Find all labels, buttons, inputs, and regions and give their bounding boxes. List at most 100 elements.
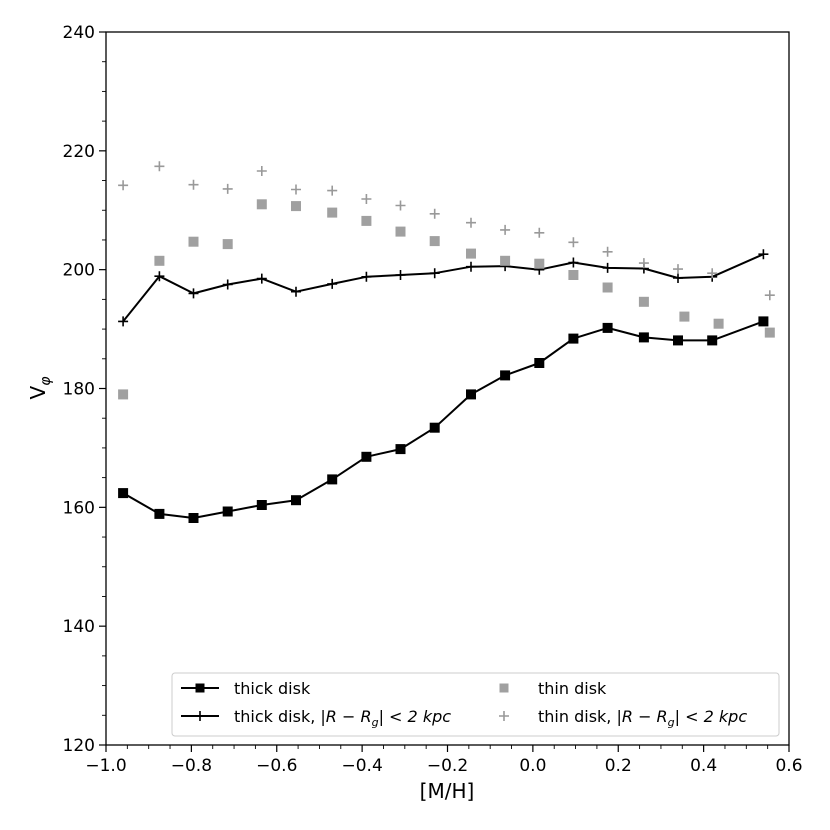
series-3-point [429,208,440,219]
series-1-point [327,278,338,289]
series-0-point [602,322,613,333]
legend-label-thin-disk-local-condition: |R − R [616,707,667,726]
legend-entry-thin-disk-local: thin disk, |R − Rg| < 2 kpc [499,707,747,729]
legend-entry-thin-disk: thin disk [499,679,607,698]
series-3-point [188,179,199,190]
legend-handle-thin-disk-local-marker [499,711,509,721]
legend-label-thin-disk: thin disk [538,679,607,698]
series-0-point [638,332,649,343]
series-0-point [568,333,579,344]
y-tick-label: 220 [63,142,95,162]
legend-label-thin-disk-local-condition-suffix: | < 2 kpc [675,707,748,726]
series-3-point [638,258,649,269]
series-0-point [222,506,233,517]
series-2-point [713,318,724,329]
legend-label-thick-disk-local: thick disk, |R − Rg| < 2 kpc [234,707,451,729]
series-1-point [466,261,476,272]
series-2-point [154,255,165,266]
x-tick-label: 0.4 [690,756,717,776]
series-1-point [222,279,233,290]
series-1-line [122,253,764,323]
x-tick-label: 0.6 [775,756,802,776]
y-axis-label-subscript: φ [38,376,54,386]
plot-area [118,161,775,523]
y-tick-label: 160 [63,498,95,518]
series-3-point [602,246,613,257]
series-1-point [188,288,199,299]
y-axis-label-main: V [26,385,50,399]
x-tick-label: −0.2 [427,756,468,776]
series-2-point [327,207,338,218]
series-3-point [118,180,129,191]
series-3-point [534,227,545,238]
series-3-point [291,184,301,195]
series-2-point [291,201,301,212]
legend-entry-thick-disk: thick disk [181,679,311,698]
series-2-point [118,389,129,400]
series-3-point [154,161,165,172]
series-3-point [764,290,775,301]
x-tick-label: −1.0 [85,756,126,776]
series-0-point [291,495,301,506]
series-2-point [764,327,775,338]
series-1-point [291,286,301,297]
x-tick-label: −0.8 [171,756,212,776]
series-2-point [679,311,690,322]
series-2-point [361,215,372,226]
series-3-point [256,166,267,176]
series-3-point [500,224,511,235]
series-3-point [395,200,406,211]
y-tick-label: 140 [63,617,95,637]
series-2-point [395,226,406,237]
series-3-point [568,237,579,248]
series-1-point [758,249,769,260]
series-2-point [602,282,613,293]
y-axis-label: Vφ [26,376,54,400]
legend-handle-thick-disk-local-marker [195,711,205,721]
series-0-point [758,316,769,327]
series-1-point [602,262,613,273]
series-1-point [395,270,406,280]
series-3-point [222,183,233,194]
series-2-point [568,270,579,280]
legend-label-thin-disk-local-condition-sub: g [668,716,675,729]
series-1-point [118,316,129,327]
plot-frame [105,31,790,746]
series-3-point [327,185,338,196]
legend-label-thin-disk-local-prefix: thin disk, [538,707,616,726]
series-0-line [122,320,764,519]
series-1-point [154,271,165,282]
series-0-point [429,422,440,433]
series-3-point [361,194,372,204]
series-3-point [707,268,718,279]
legend-frame [171,672,780,737]
series-0-point [500,370,511,381]
y-tick-label: 200 [63,261,95,281]
series-2-point [256,199,267,210]
series-0-point [327,474,338,485]
legend-label-thick-disk-local-condition: |R − R [320,707,371,726]
series-1-point [568,257,579,268]
series-2-point [638,296,649,307]
y-tick-label: 120 [63,736,95,756]
x-axis-label: [M/H] [420,779,475,803]
series-0-point [361,451,372,462]
series-2-point [188,236,199,247]
legend-handle-thick-disk-marker [195,683,205,693]
legend-entry-thick-disk-local: thick disk, |R − Rg| < 2 kpc [181,707,451,729]
series-1-point [361,271,372,282]
legend: thick disk thick disk, |R − Rg| < 2 kpc … [171,672,780,737]
series-1-point [256,273,267,284]
series-0-point [395,444,406,455]
series-0 [118,316,769,523]
series-2-point [429,236,440,247]
legend-label-thick-disk-local-condition-sub: g [372,716,379,729]
y-tick-label: 240 [63,23,95,43]
series-0-point [466,389,476,400]
series-3-point [673,264,683,275]
series-2-point [534,258,545,269]
series-0-point [118,488,129,499]
axes: −1.0 −0.8 −0.6 −0.4 −0.2 0.0 0.2 0.4 0.6 120 140 16… [63,23,803,776]
series-1-point [429,268,440,279]
